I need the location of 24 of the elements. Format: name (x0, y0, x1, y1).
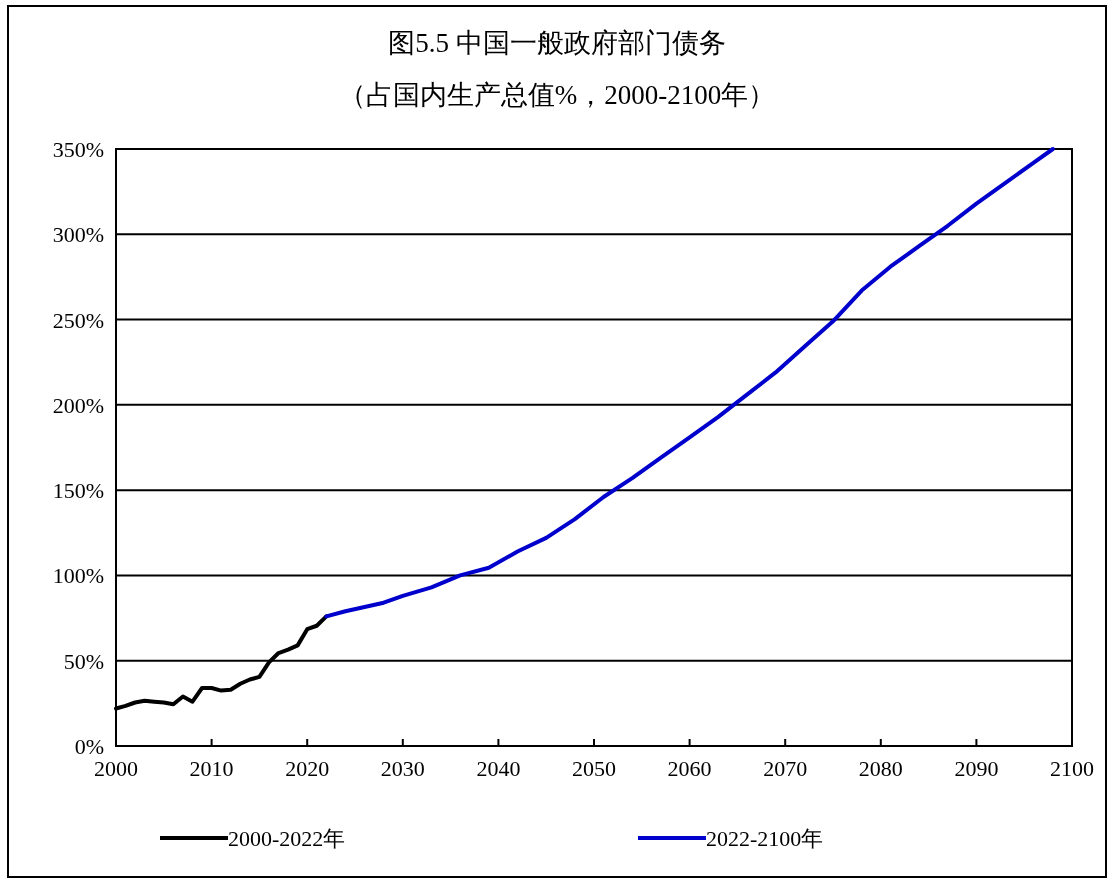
x-tick-label: 2060 (667, 756, 712, 781)
y-tick-label: 250% (52, 307, 104, 333)
x-tick-label: 2080 (858, 756, 903, 781)
x-tick-label: 2000 (94, 756, 138, 781)
y-tick-label: 0% (74, 734, 104, 759)
y-tick-label: 350% (52, 137, 104, 162)
chart-subtitle: （占国内生产总值%，2000-2100年） (338, 80, 776, 110)
line-series (324, 147, 1055, 619)
x-tick-label: 2010 (189, 756, 234, 781)
y-tick-label: 300% (52, 222, 104, 248)
x-tick-label: 2070 (763, 756, 808, 781)
x-tick-label: 2090 (954, 756, 999, 781)
y-tick-label: 100% (52, 563, 104, 589)
x-tick-label: 2040 (476, 756, 521, 781)
x-tick-label: 2100 (1050, 756, 1094, 781)
y-tick-label: 200% (52, 392, 104, 418)
y-tick-label: 150% (52, 478, 104, 504)
legend-label: 2000-2022年 (228, 826, 346, 851)
x-tick-label: 2050 (572, 756, 616, 781)
legend-label: 2022-2100年 (706, 826, 824, 851)
x-tick-label: 2030 (380, 756, 425, 781)
chart-title: 图5.5 中国一般政府部门债务 (388, 28, 726, 58)
x-tick-label: 2020 (285, 756, 330, 781)
y-tick-label: 50% (63, 648, 104, 674)
